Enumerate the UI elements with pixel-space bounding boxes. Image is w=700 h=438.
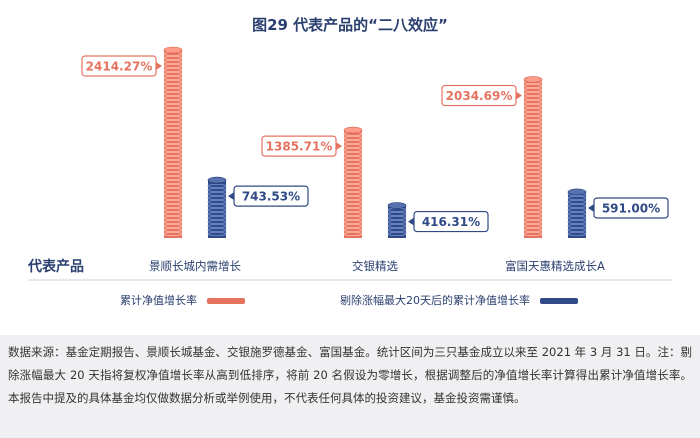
chart-area: 图29 代表产品的“二八效应” 2414.27% 743.53% 景顺长城内需增长 1… [27,16,672,308]
legend-label-total: 累计净值增长率 [120,294,197,307]
data-label-pointer-0-0 [156,62,162,70]
category-label-2: 富国天惠精选成长A [505,259,605,273]
bar-1-2 [567,188,587,238]
data-label-pointer-0-1 [336,142,342,151]
legend-item-adjusted: 剔除涨幅最大20天后的累计净值增长率 [340,292,578,308]
chart-title: 图29 代表产品的“二八效应” [252,16,448,34]
category-label-1: 交银精选 [352,259,398,273]
data-label-pointer-1-0 [228,192,234,201]
legend-item-total: 累计净值增长率 [120,292,245,308]
data-label-0-1: 1385.71% [266,140,333,154]
data-label-0-0: 2414.27% [86,60,153,74]
data-label-1-1: 416.31% [422,215,480,229]
legend-label-adjusted: 剔除涨幅最大20天后的累计净值增长率 [340,294,530,307]
bar-0-2 [523,76,543,239]
bar-1-1 [387,202,407,238]
data-label-pointer-0-2 [516,91,522,100]
legend-swatch-total [207,298,245,304]
axis-label: 代表产品 [27,258,84,275]
data-label-pointer-1-2 [588,203,594,212]
source-note-text: 数据来源：基金定期报告、景顺长城基金、交银施罗德基金、富国基金。统计区间为三只基… [8,345,692,405]
data-label-pointer-1-1 [408,217,414,226]
data-label-1-2: 591.00% [602,201,660,215]
data-label-1-0: 743.53% [242,190,300,204]
legend-swatch-adjusted [540,298,578,304]
source-note: 数据来源：基金定期报告、景顺长城基金、交银施罗德基金、富国基金。统计区间为三只基… [0,335,700,438]
bar-0-1 [343,126,363,238]
coin-stack-chart: 2414.27% 743.53% 景顺长城内需增长 1385.71% 416.31% 交银… [27,46,672,281]
data-label-0-2: 2034.69% [446,89,513,103]
category-label-0: 景顺长城内需增长 [149,259,241,273]
bar-1-0 [207,176,227,238]
bar-0-0 [163,46,183,238]
